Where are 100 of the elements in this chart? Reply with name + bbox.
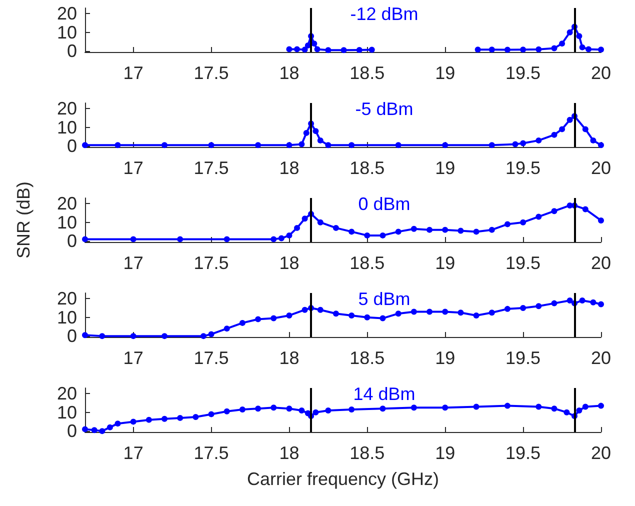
point — [286, 142, 292, 148]
annotation: 14 dBm — [353, 384, 416, 404]
point — [114, 420, 121, 427]
x-tick-label: 18.5 — [350, 443, 385, 463]
point — [579, 297, 586, 304]
point — [278, 235, 284, 242]
point — [442, 308, 448, 315]
point — [576, 407, 582, 414]
x-tick-label: 20 — [590, 348, 612, 368]
point — [473, 228, 480, 235]
x-tick-label: 18 — [279, 253, 300, 273]
point — [410, 226, 417, 232]
point — [380, 315, 386, 322]
annotation: 0 dBm — [358, 194, 410, 214]
y-tick-label: 10 — [56, 117, 77, 138]
x-tick-label: 18.5 — [350, 158, 385, 178]
point — [536, 46, 542, 52]
point — [426, 226, 433, 233]
point — [590, 299, 596, 306]
x-tick-label: 18 — [279, 443, 300, 463]
point — [130, 333, 136, 340]
x-tick-label: 18 — [279, 158, 300, 178]
point — [504, 402, 510, 409]
point — [298, 141, 305, 148]
point — [551, 406, 558, 412]
point — [224, 236, 230, 242]
point — [520, 46, 526, 53]
point — [442, 226, 448, 233]
point — [488, 142, 495, 148]
y-tick-label: 0 — [66, 41, 77, 62]
point — [130, 418, 136, 425]
point — [566, 29, 573, 36]
point — [348, 142, 355, 148]
point — [442, 142, 448, 148]
point — [208, 331, 214, 338]
x-tick-label: 17 — [123, 348, 144, 368]
x-tick-label: 19 — [435, 158, 456, 178]
point — [559, 126, 566, 132]
point — [520, 219, 526, 226]
point — [582, 126, 588, 132]
x-tick-label: 17.5 — [194, 158, 229, 178]
x-tick-label: 19.5 — [506, 443, 541, 463]
x-tick-label: 17 — [123, 443, 144, 463]
point — [474, 46, 481, 53]
point — [177, 414, 184, 421]
point — [473, 312, 480, 318]
point — [576, 33, 582, 40]
y-tick-label: 10 — [56, 307, 77, 328]
point — [458, 310, 464, 316]
point — [426, 308, 433, 315]
point — [551, 208, 558, 214]
point — [488, 310, 495, 316]
y-tick-label: 0 — [66, 326, 77, 346]
point — [270, 236, 277, 242]
point — [312, 128, 319, 134]
point — [162, 416, 168, 422]
point — [410, 404, 417, 411]
point — [200, 333, 206, 340]
x-tick-label: 17.5 — [194, 443, 229, 463]
point — [395, 142, 402, 148]
point — [551, 45, 558, 52]
point — [551, 300, 558, 306]
point — [317, 137, 324, 144]
point — [82, 332, 88, 338]
point — [286, 406, 292, 412]
point — [82, 142, 88, 148]
y-axis-title: SNR (dB) — [14, 181, 34, 259]
point — [348, 406, 355, 413]
x-tick-label: 17 — [123, 253, 144, 273]
point — [564, 409, 570, 416]
point — [317, 306, 324, 313]
point — [303, 130, 310, 136]
x-tick-label: 19 — [435, 63, 456, 83]
point — [298, 407, 305, 414]
point — [239, 406, 246, 413]
x-tick-label: 18.5 — [350, 253, 385, 273]
point — [325, 47, 332, 54]
point — [536, 303, 542, 310]
y-tick-label: 10 — [56, 402, 77, 422]
point — [559, 40, 566, 47]
point — [208, 142, 214, 148]
point — [488, 226, 495, 233]
point — [99, 428, 106, 434]
point — [114, 142, 121, 148]
point — [332, 224, 339, 231]
x-axis-title: Carrier frequency (GHz) — [246, 469, 440, 489]
x-tick-label: 19 — [435, 348, 456, 368]
y-tick-label: 20 — [56, 98, 77, 119]
x-tick-label: 17 — [123, 158, 144, 178]
point — [579, 44, 586, 50]
point — [302, 46, 308, 53]
point — [224, 408, 230, 414]
point — [294, 224, 300, 231]
y-tick-label: 10 — [56, 22, 77, 42]
x-tick-label: 20 — [590, 253, 612, 273]
y-tick-label: 20 — [56, 288, 77, 309]
point — [586, 46, 592, 52]
y-tick-label: 20 — [56, 194, 77, 214]
point — [286, 312, 292, 318]
point — [590, 137, 596, 144]
